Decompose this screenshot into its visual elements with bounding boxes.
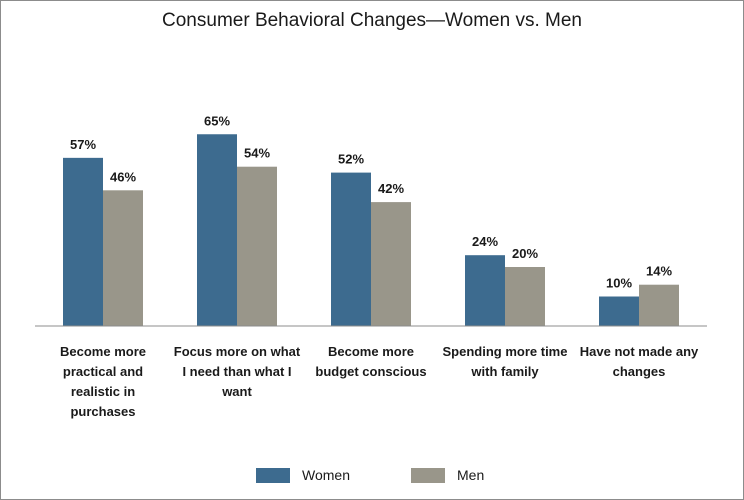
category-label-line: Have not made any [579, 344, 699, 359]
category-label-line: budget conscious [315, 364, 427, 379]
bars-group [63, 134, 679, 326]
bar-women-4 [599, 296, 639, 326]
category-label-line: realistic in [70, 384, 136, 399]
data-label-women-0: 57% [70, 137, 96, 152]
bar-men-2 [371, 202, 411, 326]
legend-item-men: Men [411, 467, 484, 483]
legend-label-women: Women [302, 467, 350, 483]
legend-swatch-women [256, 467, 290, 483]
category-label-line: Become more [60, 344, 146, 359]
data-label-men-2: 42% [378, 181, 404, 196]
category-label-line: I need than what I [182, 364, 292, 379]
data-label-women-2: 52% [338, 152, 364, 167]
data-label-women-3: 24% [472, 234, 498, 249]
category-label-line: with family [471, 364, 539, 379]
bar-women-3 [465, 255, 505, 326]
bar-men-4 [639, 284, 679, 326]
legend-swatch-men [411, 467, 445, 483]
category-label-line: Become more [328, 344, 414, 359]
category-label-1: Focus more on what I need than what I want [171, 342, 303, 402]
data-label-men-4: 14% [646, 264, 672, 279]
category-label-4: Have not made any changes [573, 342, 705, 382]
category-label-line: changes [612, 364, 666, 379]
chart-title: Consumer Behavioral Changes—Women vs. Me… [162, 10, 582, 31]
legend-item-women: Women [256, 467, 350, 483]
data-label-women-4: 10% [606, 276, 632, 291]
category-label-line: practical and [62, 364, 144, 379]
data-label-men-0: 46% [110, 169, 136, 184]
bar-men-3 [505, 267, 545, 326]
category-label-line: want [222, 384, 252, 399]
data-label-men-1: 54% [244, 146, 270, 161]
category-label-3: Spending more time with family [439, 342, 571, 382]
category-label-line: purchases [70, 404, 136, 419]
bar-women-0 [63, 157, 103, 326]
category-label-line: Focus more on what [173, 344, 301, 359]
legend-label-men: Men [457, 467, 485, 483]
category-label-2: Become more budget conscious [305, 342, 437, 382]
bar-men-1 [237, 166, 277, 326]
category-label-line: Spending more time [442, 344, 568, 359]
bar-women-1 [197, 134, 237, 326]
data-label-men-3: 20% [512, 246, 538, 261]
value-labels-group: 57% 46% 65% 54% 52% 42% 24% 20% 10% 14% [70, 113, 672, 290]
bar-men-0 [103, 190, 143, 326]
bar-women-2 [331, 172, 371, 326]
legend: Women Men [1, 467, 743, 487]
category-label-0: Become more practical and realistic in purc… [37, 342, 169, 422]
data-label-women-1: 65% [204, 113, 230, 128]
